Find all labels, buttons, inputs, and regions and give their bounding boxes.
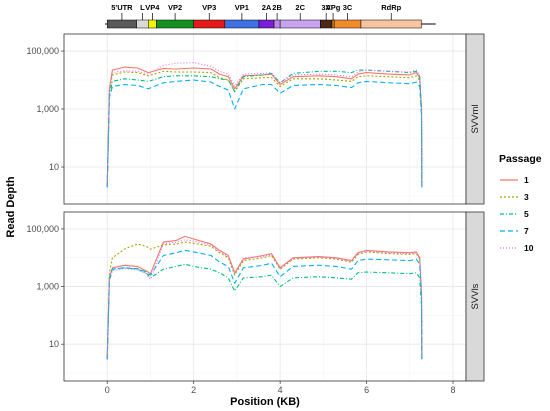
genome-segment-label: VP3 — [202, 3, 216, 12]
panel-series — [106, 235, 423, 360]
genome-segment-label: RdRp — [381, 3, 401, 12]
y-tick-label: 100,000 — [26, 224, 59, 234]
legend-title: Passage — [499, 153, 542, 165]
genome-segment — [148, 19, 157, 29]
y-tick-label: 1,000 — [36, 104, 59, 114]
genome-segment — [331, 19, 335, 29]
y-tick-label: 100,000 — [26, 46, 59, 56]
strip-label: SVVls — [470, 283, 481, 309]
y-axis-title: Read Depth — [5, 176, 17, 237]
genome-segment — [224, 19, 260, 29]
genome-segment — [360, 19, 422, 29]
genome-segment — [258, 19, 275, 29]
legend-label: 7 — [524, 226, 529, 236]
y-tick-label: 10 — [49, 162, 59, 172]
genome-segment — [106, 19, 137, 29]
genome-segment-label: VP1 — [235, 3, 249, 12]
series-line-passage-5 — [106, 263, 423, 360]
legend-label: 5 — [524, 209, 529, 219]
genome-segment-label: VP2 — [168, 3, 182, 12]
legend: Passage 1 3 5 7 10 — [499, 153, 542, 253]
genome-segment — [136, 19, 149, 29]
genome-segment-label: VP4 — [145, 3, 160, 12]
panel-background — [64, 34, 466, 204]
panel-grid — [63, 34, 466, 204]
panel-svvml: SVVml — [63, 33, 485, 205]
genome-segment-label: 2B — [272, 3, 282, 12]
x-tick-label: 0 — [105, 385, 110, 395]
x-tick-label: 2 — [191, 385, 196, 395]
genome-segment — [279, 19, 321, 29]
strip-background — [465, 33, 485, 205]
genome-segment-label: L — [140, 3, 145, 12]
legend-label: 10 — [524, 243, 534, 253]
series-line-passage-1 — [106, 235, 423, 360]
y-tick-label: 1,000 — [36, 282, 59, 292]
strip-background — [465, 211, 485, 382]
genome-segment-label: 2C — [295, 3, 305, 12]
genome-segment — [273, 19, 281, 29]
series-line-passage-7 — [106, 249, 423, 360]
x-axis-title: Position (KB) — [230, 396, 300, 408]
genome-segment-label: 3A — [321, 3, 331, 12]
genome-segment-label: VPg — [326, 3, 341, 12]
genome-segment-label: 5'UTR — [111, 3, 133, 12]
axis-ticks: 10 1,000 100,000 10 1,000 100,000 0 2 4 6 8 — [26, 46, 455, 395]
legend-label: 1 — [524, 175, 529, 185]
y-tick-label: 10 — [49, 339, 59, 349]
genome-segment-label: 2A — [262, 3, 272, 12]
genome-segment-label: 3C — [343, 3, 353, 12]
genome-segment — [156, 19, 194, 29]
legend-label: 3 — [524, 192, 529, 202]
genome-segment — [320, 19, 333, 29]
genome-segment — [193, 19, 226, 29]
series-line-passage-10 — [106, 239, 423, 360]
x-tick-label: 4 — [278, 385, 283, 395]
panel-background — [64, 212, 466, 381]
series-line-passage-7 — [106, 79, 423, 188]
x-tick-label: 8 — [451, 385, 456, 395]
panel-svvls: SVVls — [63, 211, 485, 382]
strip-label: SVVml — [470, 104, 481, 133]
panel-series — [106, 62, 423, 188]
series-line-passage-10 — [106, 62, 423, 188]
genome-segment — [333, 19, 362, 29]
x-tick-label: 6 — [364, 385, 369, 395]
series-line-passage-3 — [106, 70, 423, 188]
